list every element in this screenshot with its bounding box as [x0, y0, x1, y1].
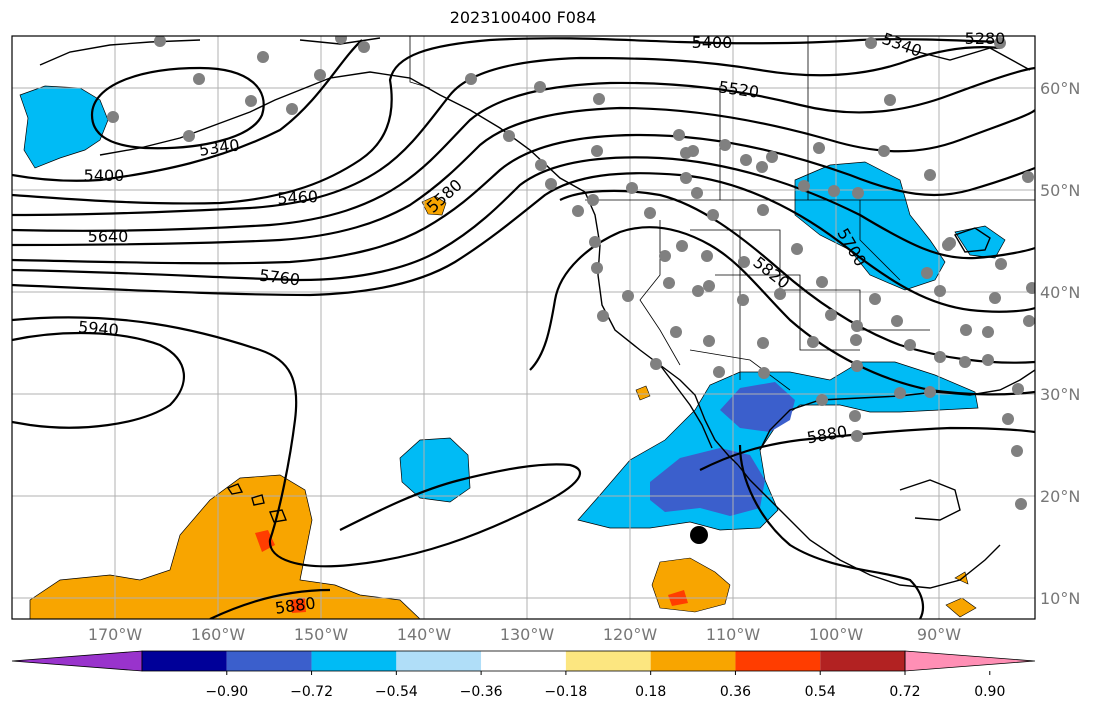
contour-label: 5400	[692, 33, 733, 52]
longitude-label: 140°W	[397, 625, 452, 644]
longitude-label: 100°W	[809, 625, 864, 644]
colorbar-tick-label: 0.18	[635, 684, 666, 700]
colorbar-segment	[311, 651, 397, 671]
station-markers	[107, 36, 1035, 510]
colorbar-tick-label: −0.54	[375, 684, 418, 700]
contour-label: 5280	[965, 29, 1006, 48]
map-frame	[11, 35, 1036, 620]
colorbar-tick-label: −0.90	[205, 684, 248, 700]
colorbar-outline	[141, 650, 906, 672]
colorbar-segment	[735, 651, 821, 671]
colorbar-tick-label: 0.90	[974, 684, 1005, 700]
longitude-label: 170°W	[88, 625, 143, 644]
colorbar-segment	[142, 651, 227, 671]
contour-label: 5940	[77, 317, 119, 339]
colorbar-segment	[396, 651, 482, 671]
latitude-label: 40°N	[1040, 283, 1080, 302]
colorbar-max-extend	[904, 650, 1036, 672]
colorbar-segment	[226, 651, 312, 671]
latitude-label: 50°N	[1040, 181, 1080, 200]
colorbar-tick-label: −0.18	[544, 684, 587, 700]
colorbar-segment	[650, 651, 736, 671]
colorbar-tick-label: 0.54	[805, 684, 836, 700]
colorbar-segment	[481, 651, 566, 671]
height-contours	[12, 37, 1035, 619]
contour-label: 5640	[88, 227, 129, 246]
latitude-label: 20°N	[1040, 487, 1080, 506]
longitude-label: 130°W	[500, 625, 555, 644]
longitude-label: 160°W	[191, 625, 246, 644]
target-marker	[690, 526, 708, 544]
longitude-label: 150°W	[294, 625, 349, 644]
colorbar-min-extend	[11, 650, 143, 672]
colorbar-segment	[820, 651, 905, 671]
contour-label: 5760	[258, 266, 301, 290]
colorbar: −0.90 −0.72 −0.54 −0.36 −0.18 0.18 0.36 0.54 0.7…	[11, 650, 1036, 700]
longitude-label: 120°W	[603, 625, 658, 644]
latitude-labels: 60°N 50°N 40°N 30°N 20°N 10°N	[1040, 79, 1080, 608]
longitude-labels: 170°W 160°W 150°W 140°W 130°W 120°W 110°W 100°W…	[88, 625, 961, 644]
map-title: 2023100400 F084	[449, 8, 597, 27]
colorbar-tick-label: 0.72	[889, 684, 920, 700]
contour-label: 5460	[277, 187, 319, 208]
colorbar-segment	[565, 651, 651, 671]
colorbar-tick-label: −0.36	[460, 684, 503, 700]
longitude-label: 110°W	[706, 625, 761, 644]
latitude-label: 30°N	[1040, 385, 1080, 404]
latitude-label: 10°N	[1040, 589, 1080, 608]
map-area	[12, 36, 1035, 619]
longitude-label: 90°W	[917, 625, 961, 644]
colorbar-tick-label: −0.72	[290, 684, 333, 700]
contour-label: 5400	[84, 166, 125, 185]
colorbar-tick-label: 0.36	[720, 684, 751, 700]
latitude-label: 60°N	[1040, 79, 1080, 98]
